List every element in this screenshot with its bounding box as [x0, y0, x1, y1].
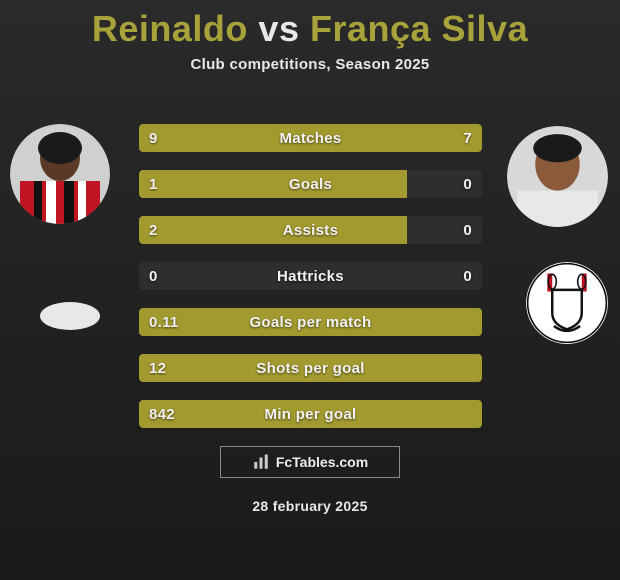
header: Reinaldo vs França Silva Club competitio…	[0, 0, 620, 73]
stat-row: 00Hattricks	[139, 262, 482, 290]
player1-avatar	[10, 124, 110, 224]
stat-row: 842Min per goal	[139, 400, 482, 428]
stat-row: 0.11Goals per match	[139, 308, 482, 336]
stat-row: 20Assists	[139, 216, 482, 244]
stat-label: Min per goal	[139, 400, 482, 428]
footer-date: 28 february 2025	[252, 498, 367, 514]
stat-label: Goals per match	[139, 308, 482, 336]
player1-name: Reinaldo	[92, 8, 248, 49]
stat-label: Matches	[139, 124, 482, 152]
stat-label: Shots per goal	[139, 354, 482, 382]
stat-row: 97Matches	[139, 124, 482, 152]
bar-chart-icon	[252, 453, 270, 471]
stat-label: Assists	[139, 216, 482, 244]
player2-club-badge	[526, 262, 608, 344]
player2-name: França Silva	[310, 8, 528, 49]
player2-avatar	[507, 126, 608, 227]
stat-label: Goals	[139, 170, 482, 198]
comparison-bars: 97Matches 10Goals 20Assists 00Hattricks 0.11…	[139, 124, 482, 446]
subtitle: Club competitions, Season 2025	[0, 56, 620, 73]
stat-label: Hattricks	[139, 262, 482, 290]
page-title: Reinaldo vs França Silva	[0, 8, 620, 50]
vs-text: vs	[258, 8, 299, 49]
player1-club-badge	[40, 302, 100, 330]
site-badge[interactable]: FcTables.com	[220, 446, 400, 478]
stat-row: 10Goals	[139, 170, 482, 198]
site-name: FcTables.com	[276, 454, 368, 470]
stat-row: 12Shots per goal	[139, 354, 482, 382]
